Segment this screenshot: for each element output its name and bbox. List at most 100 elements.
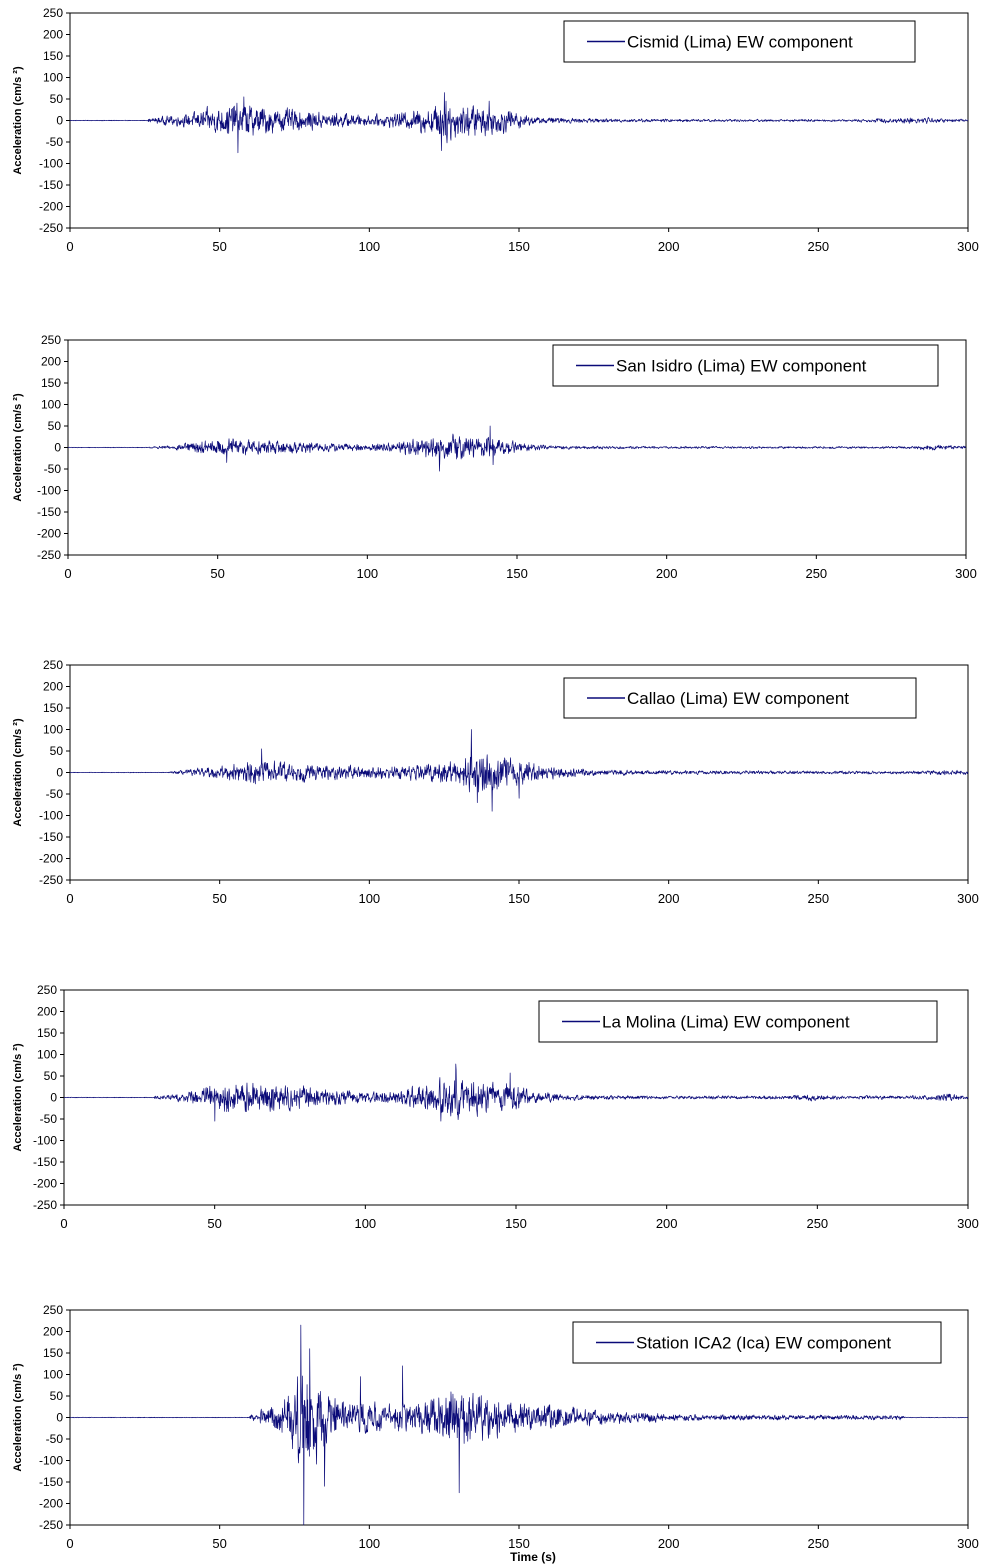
y-tick-label: 150 bbox=[41, 376, 61, 390]
y-tick-label: -250 bbox=[37, 548, 61, 562]
legend: Callao (Lima) EW component bbox=[563, 677, 917, 719]
legend-box bbox=[552, 344, 939, 387]
y-tick-label: -200 bbox=[33, 1177, 57, 1191]
y-tick-label: -150 bbox=[33, 1155, 57, 1169]
y-tick-label: 200 bbox=[43, 680, 63, 694]
y-tick-label: -150 bbox=[39, 1475, 63, 1489]
y-tick-label: 250 bbox=[43, 1303, 63, 1317]
x-tick-label: 300 bbox=[955, 566, 977, 581]
y-tick-label: 250 bbox=[43, 658, 63, 672]
x-tick-label: 250 bbox=[807, 1536, 829, 1551]
y-tick-label: 250 bbox=[37, 983, 57, 997]
y-tick-label: 50 bbox=[50, 1389, 64, 1403]
y-axis-label: Acceleration (cm/s ²) bbox=[12, 718, 24, 827]
acceleration-trace bbox=[69, 1324, 969, 1526]
x-tick-label: 0 bbox=[66, 1536, 73, 1551]
y-tick-label: -200 bbox=[39, 852, 63, 866]
acceleration-trace bbox=[69, 729, 969, 812]
y-axis-label: Acceleration (cm/s ²) bbox=[12, 1363, 24, 1472]
x-tick-label: 50 bbox=[212, 891, 226, 906]
y-tick-label: 0 bbox=[56, 766, 63, 780]
y-tick-label: 100 bbox=[41, 398, 61, 412]
y-tick-label: 250 bbox=[43, 6, 63, 20]
legend: San Isidro (Lima) EW component bbox=[552, 344, 939, 387]
y-tick-label: 50 bbox=[44, 1069, 58, 1083]
legend-label: San Isidro (Lima) EW component bbox=[616, 357, 867, 376]
y-tick-label: -200 bbox=[39, 200, 63, 214]
y-tick-label: 150 bbox=[37, 1026, 57, 1040]
x-tick-label: 250 bbox=[805, 566, 827, 581]
y-tick-label: 150 bbox=[43, 701, 63, 715]
x-tick-label: 150 bbox=[508, 1536, 530, 1551]
x-tick-label: 100 bbox=[358, 239, 380, 254]
y-tick-label: -250 bbox=[39, 221, 63, 235]
x-tick-label: 200 bbox=[658, 891, 680, 906]
y-tick-label: -50 bbox=[40, 1112, 58, 1126]
legend: Station ICA2 (Ica) EW component bbox=[572, 1321, 942, 1364]
legend-label: Callao (Lima) EW component bbox=[627, 689, 849, 708]
y-tick-label: -250 bbox=[33, 1198, 57, 1212]
y-tick-label: -150 bbox=[37, 505, 61, 519]
y-tick-label: 150 bbox=[43, 49, 63, 63]
x-tick-label: 150 bbox=[506, 566, 528, 581]
y-tick-label: 0 bbox=[54, 441, 61, 455]
y-tick-label: 150 bbox=[43, 1346, 63, 1360]
legend-label: Cismid (Lima) EW component bbox=[627, 33, 853, 52]
y-tick-label: -100 bbox=[39, 157, 63, 171]
y-tick-label: -50 bbox=[46, 135, 64, 149]
x-tick-label: 200 bbox=[656, 1216, 678, 1231]
y-tick-label: 100 bbox=[43, 1368, 63, 1382]
y-tick-label: 200 bbox=[41, 355, 61, 369]
legend-box bbox=[538, 1000, 938, 1043]
x-tick-label: 200 bbox=[656, 566, 678, 581]
x-tick-label: 150 bbox=[508, 891, 530, 906]
x-tick-label: 50 bbox=[212, 1536, 226, 1551]
y-tick-label: 200 bbox=[43, 1325, 63, 1339]
y-tick-label: 50 bbox=[50, 92, 64, 106]
y-tick-label: -200 bbox=[37, 527, 61, 541]
x-tick-label: 300 bbox=[957, 1216, 979, 1231]
x-tick-label: 50 bbox=[210, 566, 224, 581]
y-tick-label: -150 bbox=[39, 178, 63, 192]
y-tick-label: -50 bbox=[44, 462, 62, 476]
y-tick-label: 100 bbox=[43, 723, 63, 737]
x-tick-label: 250 bbox=[806, 1216, 828, 1231]
x-tick-label: 100 bbox=[354, 1216, 376, 1231]
legend-label: La Molina (Lima) EW component bbox=[602, 1013, 850, 1032]
x-tick-label: 250 bbox=[807, 239, 829, 254]
y-tick-label: 200 bbox=[37, 1005, 57, 1019]
y-tick-label: -150 bbox=[39, 830, 63, 844]
x-tick-label: 150 bbox=[508, 239, 530, 254]
y-axis-label: Acceleration (cm/s ²) bbox=[12, 66, 24, 175]
x-tick-label: 300 bbox=[957, 239, 979, 254]
y-tick-label: -100 bbox=[39, 809, 63, 823]
y-tick-label: -100 bbox=[37, 484, 61, 498]
y-tick-label: 100 bbox=[37, 1048, 57, 1062]
x-axis-label: Time (s) bbox=[510, 1550, 556, 1564]
x-tick-label: 0 bbox=[66, 891, 73, 906]
x-tick-label: 300 bbox=[957, 1536, 979, 1551]
legend-label: Station ICA2 (Ica) EW component bbox=[636, 1334, 891, 1353]
x-tick-label: 200 bbox=[658, 1536, 680, 1551]
y-tick-label: -100 bbox=[33, 1134, 57, 1148]
legend: Cismid (Lima) EW component bbox=[563, 20, 916, 63]
x-tick-label: 100 bbox=[358, 1536, 380, 1551]
x-tick-label: 0 bbox=[60, 1216, 67, 1231]
y-tick-label: 200 bbox=[43, 28, 63, 42]
y-tick-label: 100 bbox=[43, 71, 63, 85]
y-tick-label: -50 bbox=[46, 1432, 64, 1446]
y-tick-label: 0 bbox=[50, 1091, 57, 1105]
y-tick-label: 50 bbox=[48, 419, 62, 433]
x-tick-label: 50 bbox=[207, 1216, 221, 1231]
x-tick-label: 0 bbox=[66, 239, 73, 254]
x-tick-label: 0 bbox=[64, 566, 71, 581]
y-axis-label: Acceleration (cm/s ²) bbox=[12, 1043, 24, 1152]
x-tick-label: 300 bbox=[957, 891, 979, 906]
x-tick-label: 250 bbox=[807, 891, 829, 906]
x-tick-label: 200 bbox=[658, 239, 680, 254]
